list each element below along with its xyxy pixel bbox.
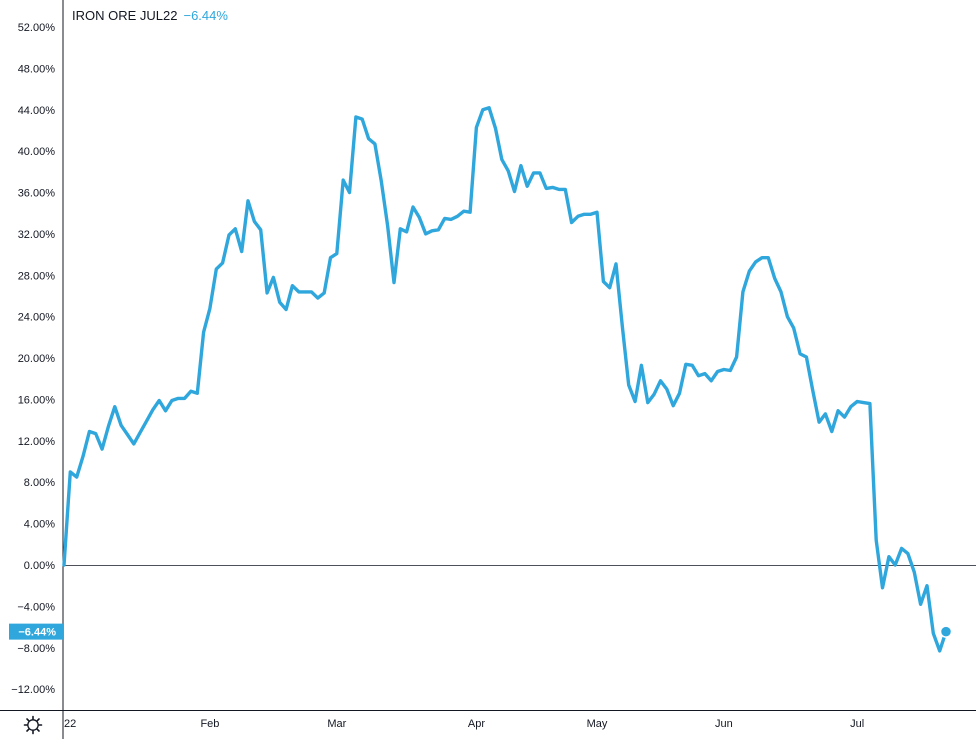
y-tick-label: 8.00% [24,477,55,489]
y-tick-label: 32.00% [18,229,56,241]
last-value-badge-label: −6.44% [18,627,56,639]
last-value-badge-bg [9,623,63,640]
series-line [62,106,948,653]
x-tick-label: May [587,718,608,730]
x-tick-label: Feb [200,718,219,730]
x-axis-labels: 2022 Feb Mar Apr May Jun Jul [52,718,864,730]
y-tick-label: 40.00% [18,146,56,158]
last-value-badge: −6.44% [9,623,63,640]
last-point-marker [939,625,953,638]
y-tick-label: 48.00% [18,63,56,75]
x-tick-label: Mar [327,718,346,730]
legend-symbol: IRON ORE JUL22 [72,8,178,23]
chart-legend: IRON ORE JUL22 −6.44% [72,8,228,23]
x-tick-label: Apr [468,718,485,730]
y-tick-label: 16.00% [18,394,56,406]
y-tick-label: 20.00% [18,353,56,365]
y-tick-label: 0.00% [24,560,55,572]
x-tick-label: 2022 [52,718,76,730]
y-tick-label: −4.00% [17,601,55,613]
legend-change: −6.44% [183,8,228,23]
gear-icon[interactable] [22,714,44,736]
y-tick-label: 52.00% [18,22,56,34]
y-axis-labels: 52.00% 48.00% 44.00% 40.00% 36.00% 32.00% 28.0… [11,22,55,696]
y-tick-label: 36.00% [18,188,56,200]
y-tick-label: 12.00% [18,436,56,448]
y-tick-label: −12.00% [11,684,55,696]
y-tick-label: 44.00% [18,105,56,117]
x-tick-label: Jul [850,718,864,730]
y-tick-label: 24.00% [18,312,56,324]
y-tick-label: 28.00% [18,270,56,282]
y-tick-label: 4.00% [24,519,55,531]
y-tick-label: −8.00% [17,643,55,655]
x-tick-label: Jun [715,718,733,730]
